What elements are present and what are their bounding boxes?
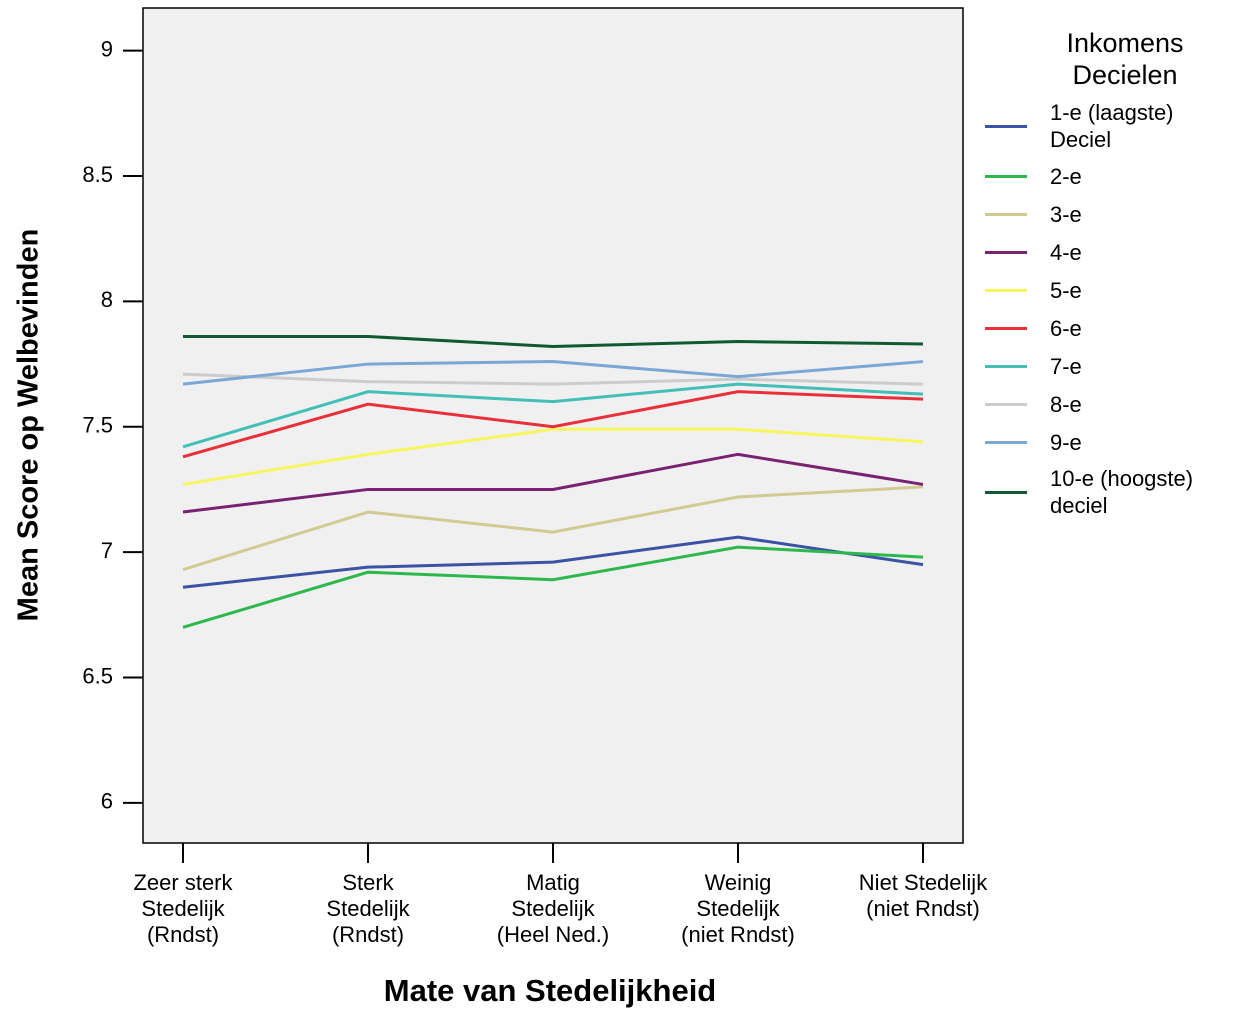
legend-label: 8-e (1050, 391, 1082, 417)
y-tick-label: 9 (101, 36, 113, 61)
legend-label: 2-e (1050, 163, 1082, 189)
legend-swatch (985, 288, 1027, 292)
legend-swatch (985, 440, 1027, 444)
series-line (182, 390, 924, 459)
legend-label: 6-e (1050, 315, 1082, 341)
series-line (182, 360, 924, 386)
x-tick-label: Weinig Stedelijk (niet Rndst) (681, 870, 795, 947)
legend-entry: 10-e (hoogste) deciel (985, 461, 1255, 523)
series-line (182, 545, 924, 629)
legend-label: 1-e (laagste) Deciel (1050, 100, 1174, 152)
y-tick-label: 7.5 (82, 413, 113, 438)
legend-entry: 1-e (laagste) Deciel (985, 95, 1255, 157)
legend-entry: 3-e (985, 195, 1255, 233)
legend-swatch (985, 212, 1027, 216)
legend-entry: 6-e (985, 309, 1255, 347)
x-tick-label: Matig Stedelijk (Heel Ned.) (496, 870, 610, 947)
y-tick-label: 6.5 (82, 663, 113, 688)
legend-label: 5-e (1050, 277, 1082, 303)
legend-title: Inkomens Decielen (1066, 28, 1184, 90)
x-tick-label: Niet Stedelijk (niet Rndst) (858, 870, 988, 921)
legend-entry: 7-e (985, 347, 1255, 385)
legend-entry: 8-e (985, 385, 1255, 423)
legend-swatch (985, 490, 1027, 494)
x-tick-label: Zeer sterk Stedelijk (Rndst) (133, 870, 233, 947)
legend-swatch (985, 364, 1027, 368)
series-line (182, 452, 924, 514)
legend-label: 7-e (1050, 353, 1082, 379)
legend-swatch (985, 124, 1027, 128)
legend-swatch (985, 174, 1027, 178)
series-line (182, 427, 924, 486)
legend-entry: 9-e (985, 423, 1255, 461)
x-tick-label: Sterk Stedelijk (Rndst) (326, 870, 410, 947)
legend-swatch (985, 250, 1027, 254)
legend-label: 4-e (1050, 239, 1082, 265)
legend-entry: 2-e (985, 157, 1255, 195)
legend-entry: 4-e (985, 233, 1255, 271)
y-tick-label: 8 (101, 287, 113, 312)
y-tick-label: 6 (101, 789, 113, 814)
y-tick-label: 7 (101, 538, 113, 563)
series-line (182, 382, 924, 449)
legend-entry: 5-e (985, 271, 1255, 309)
series-line (182, 372, 924, 386)
x-axis-title: Mate van Stedelijkheid (384, 973, 717, 1008)
series-line (182, 535, 924, 589)
y-tick-label: 8.5 (82, 162, 113, 187)
series-line (183, 334, 924, 349)
series-line (182, 485, 924, 572)
legend: Inkomens Decielen 1-e (laagste) Deciel 2-… (985, 27, 1255, 523)
y-axis-title: Mean Score op Welbevinden (13, 229, 45, 622)
legend-label: 3-e (1050, 201, 1082, 227)
legend-swatch (985, 402, 1027, 406)
legend-swatch (985, 326, 1027, 330)
legend-label: 10-e (hoogste) deciel (1050, 466, 1194, 518)
legend-label: 9-e (1050, 429, 1082, 455)
